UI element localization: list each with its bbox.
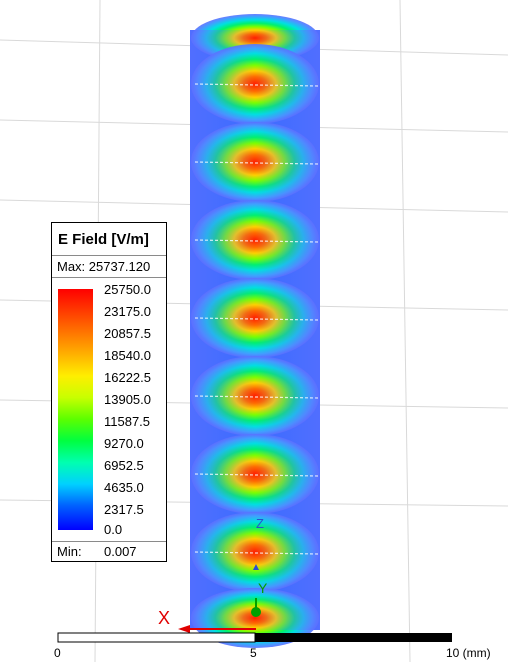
scale-label-0: 0: [54, 646, 61, 660]
legend-tick: 2317.5: [104, 502, 144, 517]
legend-tick: 13905.0: [104, 392, 151, 407]
scale-bar: [57, 632, 452, 643]
legend-tick: 6952.5: [104, 458, 144, 473]
legend-max: Max: 25737.120: [52, 256, 166, 278]
field-legend: E Field [V/m] Max: 25737.120 25750.0 231…: [51, 222, 167, 562]
x-axis-label: X: [158, 608, 171, 628]
legend-tick: 23175.0: [104, 304, 151, 319]
legend-tick: 0.0: [104, 522, 123, 537]
legend-tick: 11587.5: [104, 414, 151, 429]
legend-tick: 25750.0: [104, 282, 151, 297]
axis-triad: [178, 564, 261, 633]
legend-title: E Field [V/m]: [52, 223, 166, 256]
scale-label-5: 5: [250, 646, 257, 660]
y-axis-label: Y: [258, 580, 268, 596]
legend-tick: 9270.0: [104, 436, 144, 451]
legend-tick: 4635.0: [104, 480, 144, 495]
legend-tick: 18540.0: [104, 348, 151, 363]
legend-min-row: Min: 0.007: [52, 541, 166, 562]
scale-label-10: 10 (mm): [446, 646, 491, 660]
z-axis-label: Z: [256, 516, 264, 531]
legend-min-label: Min:: [57, 544, 82, 559]
legend-tick: 16222.5: [104, 370, 151, 385]
legend-color-bar: [58, 289, 93, 530]
legend-min-value: 0.007: [104, 544, 137, 559]
legend-tick: 20857.5: [104, 326, 151, 341]
